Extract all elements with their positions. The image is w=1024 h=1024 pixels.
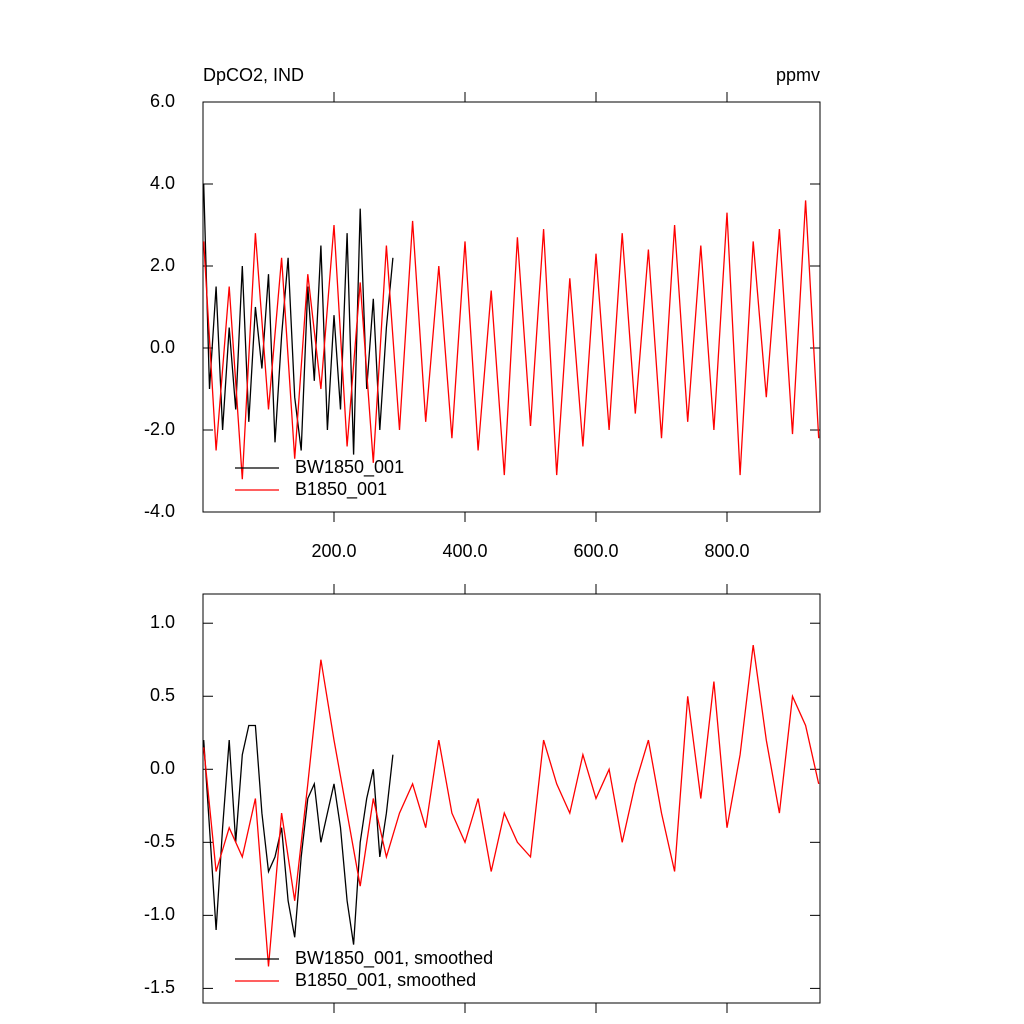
x-tick-label: 600.0 (573, 541, 618, 561)
y-tick-label: 0.5 (150, 685, 175, 705)
x-tick-label: 400.0 (442, 541, 487, 561)
plot-frame (202, 101, 821, 513)
legend-label: BW1850_001, smoothed (295, 948, 493, 969)
y-tick-label: 2.0 (150, 255, 175, 275)
y-tick-label: -2.0 (144, 419, 175, 439)
y-tick-label: 0.0 (150, 758, 175, 778)
y-tick-label: -1.0 (144, 904, 175, 924)
x-tick-label: 200.0 (311, 541, 356, 561)
legend-label: BW1850_001 (295, 457, 404, 478)
units-label: ppmv (776, 65, 820, 85)
y-tick-label: 6.0 (150, 91, 175, 111)
series-line (203, 645, 820, 967)
y-tick-label: -4.0 (144, 501, 175, 521)
y-tick-label: -0.5 (144, 831, 175, 851)
series-line (203, 200, 820, 480)
legend-label: B1850_001, smoothed (295, 970, 476, 991)
series-line (203, 724, 394, 945)
x-tick-label: 800.0 (704, 541, 749, 561)
chart-title: DpCO2, IND (203, 65, 304, 85)
plot-frame (202, 593, 821, 1004)
y-tick-label: 1.0 (150, 612, 175, 632)
y-tick-label: 0.0 (150, 337, 175, 357)
y-tick-label: 4.0 (150, 173, 175, 193)
y-tick-label: -1.5 (144, 977, 175, 997)
legend-label: B1850_001 (295, 479, 387, 500)
series-line (203, 183, 394, 455)
